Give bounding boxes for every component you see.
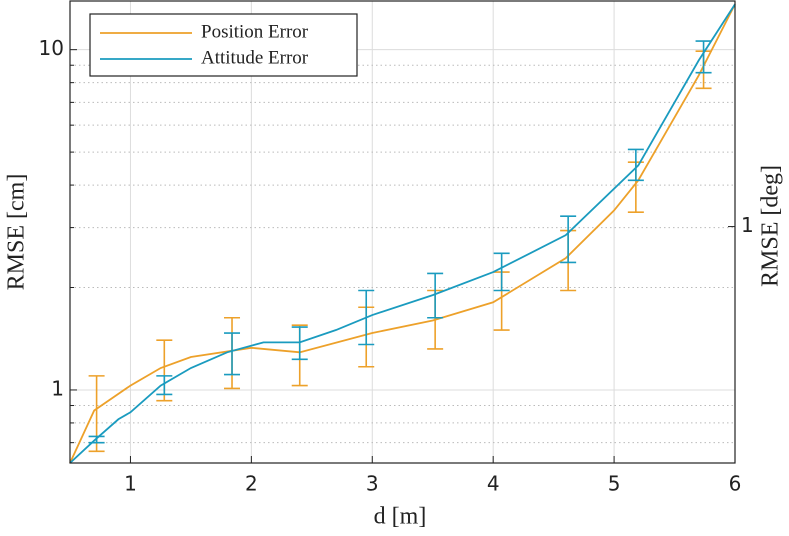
x-tick-label: 4 (487, 472, 500, 496)
y2-tick-label: 1 (741, 213, 754, 237)
legend-label: Attitude Error (201, 47, 309, 68)
error-bar (493, 252, 510, 292)
x-tick-label: 5 (608, 472, 621, 496)
error-bar (358, 289, 375, 346)
x-tick-label: 1 (124, 472, 137, 496)
y-tick-label: 10 (39, 36, 64, 60)
error-bar (156, 375, 173, 396)
error-bar (224, 332, 241, 376)
x-tick-label: 6 (729, 472, 742, 496)
x-tick-label: 2 (245, 472, 258, 496)
error-bar (427, 272, 444, 319)
legend-label: Position Error (201, 21, 309, 42)
error-bar (88, 435, 105, 444)
x-tick-label: 3 (366, 472, 379, 496)
plot-area (70, 1, 735, 463)
error-bar (695, 40, 712, 74)
error-bar (560, 215, 577, 264)
x-axis-label: d [m] (374, 504, 427, 530)
series-line (69, 3, 736, 464)
plot-frame (69, 0, 736, 464)
y-axis-label: RMSE [cm] (4, 174, 30, 291)
error-bar (627, 148, 644, 182)
error-bar (291, 326, 308, 361)
y2-axis-label: RMSE [deg] (758, 165, 784, 287)
legend-box (89, 13, 358, 77)
y-tick-label: 1 (51, 376, 64, 400)
